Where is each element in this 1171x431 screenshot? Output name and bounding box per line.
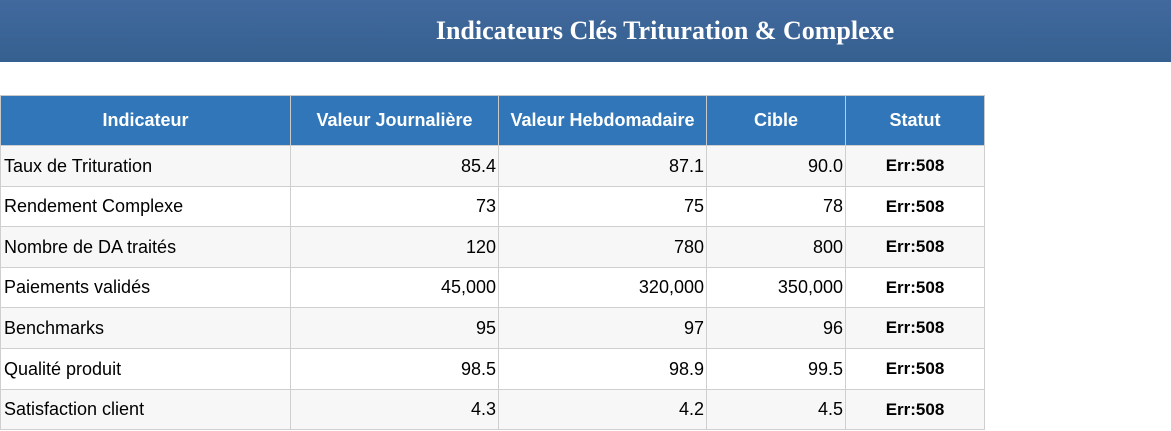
cell-text: 85.4 [460, 155, 496, 176]
table-cell: 800 [706, 226, 846, 268]
cell-text: 73 [475, 196, 496, 216]
cell-text: Err:508 [885, 399, 945, 419]
cell-text: Satisfaction client [4, 399, 145, 419]
sheet-title: Indicateurs Clés Trituration & Complexe [435, 16, 895, 45]
table-cell: 320,000 [498, 267, 707, 308]
table-cell: Satisfaction client [0, 389, 291, 430]
cell-text: Err:508 [885, 277, 945, 297]
title-bar: Indicateurs Clés Trituration & Complexe [0, 0, 1171, 62]
table-cell: Paiements validés [0, 267, 291, 308]
table-cell: Err:508 [845, 348, 985, 390]
cell-text: 98.9 [668, 358, 704, 379]
cell-text: 350,000 [777, 277, 843, 297]
cell-text: Nombre de DA traités [4, 236, 177, 257]
column-header: Cible [706, 95, 846, 146]
table-cell: Err:508 [845, 145, 985, 187]
cell-text: Valeur Hebdomadaire [510, 110, 695, 130]
table-cell: 98.9 [498, 348, 707, 390]
table-cell: 85.4 [290, 145, 499, 187]
table-cell: 98.5 [290, 348, 499, 390]
cell-text: Indicateur [102, 110, 189, 130]
table-cell: 780 [498, 226, 707, 268]
table-cell: 4.5 [706, 389, 846, 430]
cell-text: 99.5 [807, 358, 843, 379]
table-cell: 99.5 [706, 348, 846, 390]
cell-text: Err:508 [885, 156, 945, 175]
table-cell: 78 [706, 186, 846, 227]
cell-text: Paiements validés [4, 277, 151, 297]
column-header: Valeur Hebdomadaire [498, 95, 707, 146]
table-cell: 4.2 [498, 389, 707, 430]
table-cell: Err:508 [845, 307, 985, 349]
cell-text: 90.0 [807, 155, 843, 176]
table-cell: 45,000 [290, 267, 499, 308]
column-header: Valeur Journalière [290, 95, 499, 146]
table-cell: Err:508 [845, 226, 985, 268]
cell-text: 800 [812, 236, 843, 257]
cell-text: Qualité produit [4, 358, 122, 379]
table-cell: Benchmarks [0, 307, 291, 349]
cell-text: Err:508 [885, 359, 945, 378]
table-cell: 97 [498, 307, 707, 349]
cell-text: 78 [822, 196, 843, 216]
table-cell: 90.0 [706, 145, 846, 187]
table-cell: 4.3 [290, 389, 499, 430]
cell-text: 98.5 [460, 358, 496, 379]
cell-text: 320,000 [638, 277, 704, 297]
cell-text: 97 [683, 317, 704, 338]
cell-text: 75 [683, 196, 704, 216]
table-cell: Err:508 [845, 267, 985, 308]
table-cell: 120 [290, 226, 499, 268]
table-cell: Taux de Trituration [0, 145, 291, 187]
table-cell: 73 [290, 186, 499, 227]
cell-text: 95 [475, 317, 496, 338]
table-cell: 350,000 [706, 267, 846, 308]
cell-text: Statut [889, 110, 941, 130]
cell-text: Err:508 [885, 196, 945, 216]
table-cell: Rendement Complexe [0, 186, 291, 227]
table-cell: Err:508 [845, 186, 985, 227]
cell-text: 45,000 [440, 277, 496, 297]
table-cell: 87.1 [498, 145, 707, 187]
table-cell: Err:508 [845, 389, 985, 430]
cell-text: 4.2 [678, 399, 704, 419]
column-header: Indicateur [0, 95, 291, 146]
cell-text: Benchmarks [4, 317, 105, 338]
cell-text: 87.1 [668, 155, 704, 176]
cell-text: 4.5 [817, 399, 843, 419]
cell-text: 4.3 [470, 399, 496, 419]
cell-text: Err:508 [885, 237, 945, 256]
cell-text: Rendement Complexe [4, 196, 184, 216]
cell-text: Cible [753, 110, 798, 130]
table-cell: Qualité produit [0, 348, 291, 390]
table-cell: 96 [706, 307, 846, 349]
table-cell: 95 [290, 307, 499, 349]
column-header: Statut [845, 95, 985, 146]
cell-text: 96 [822, 317, 843, 338]
table-cell: 75 [498, 186, 707, 227]
cell-text: Valeur Journalière [316, 110, 473, 130]
cell-text: 780 [673, 236, 704, 257]
table-cell: Nombre de DA traités [0, 226, 291, 268]
cell-text: Err:508 [885, 318, 945, 337]
cell-text: Taux de Trituration [4, 155, 153, 176]
cell-text: 120 [465, 236, 496, 257]
